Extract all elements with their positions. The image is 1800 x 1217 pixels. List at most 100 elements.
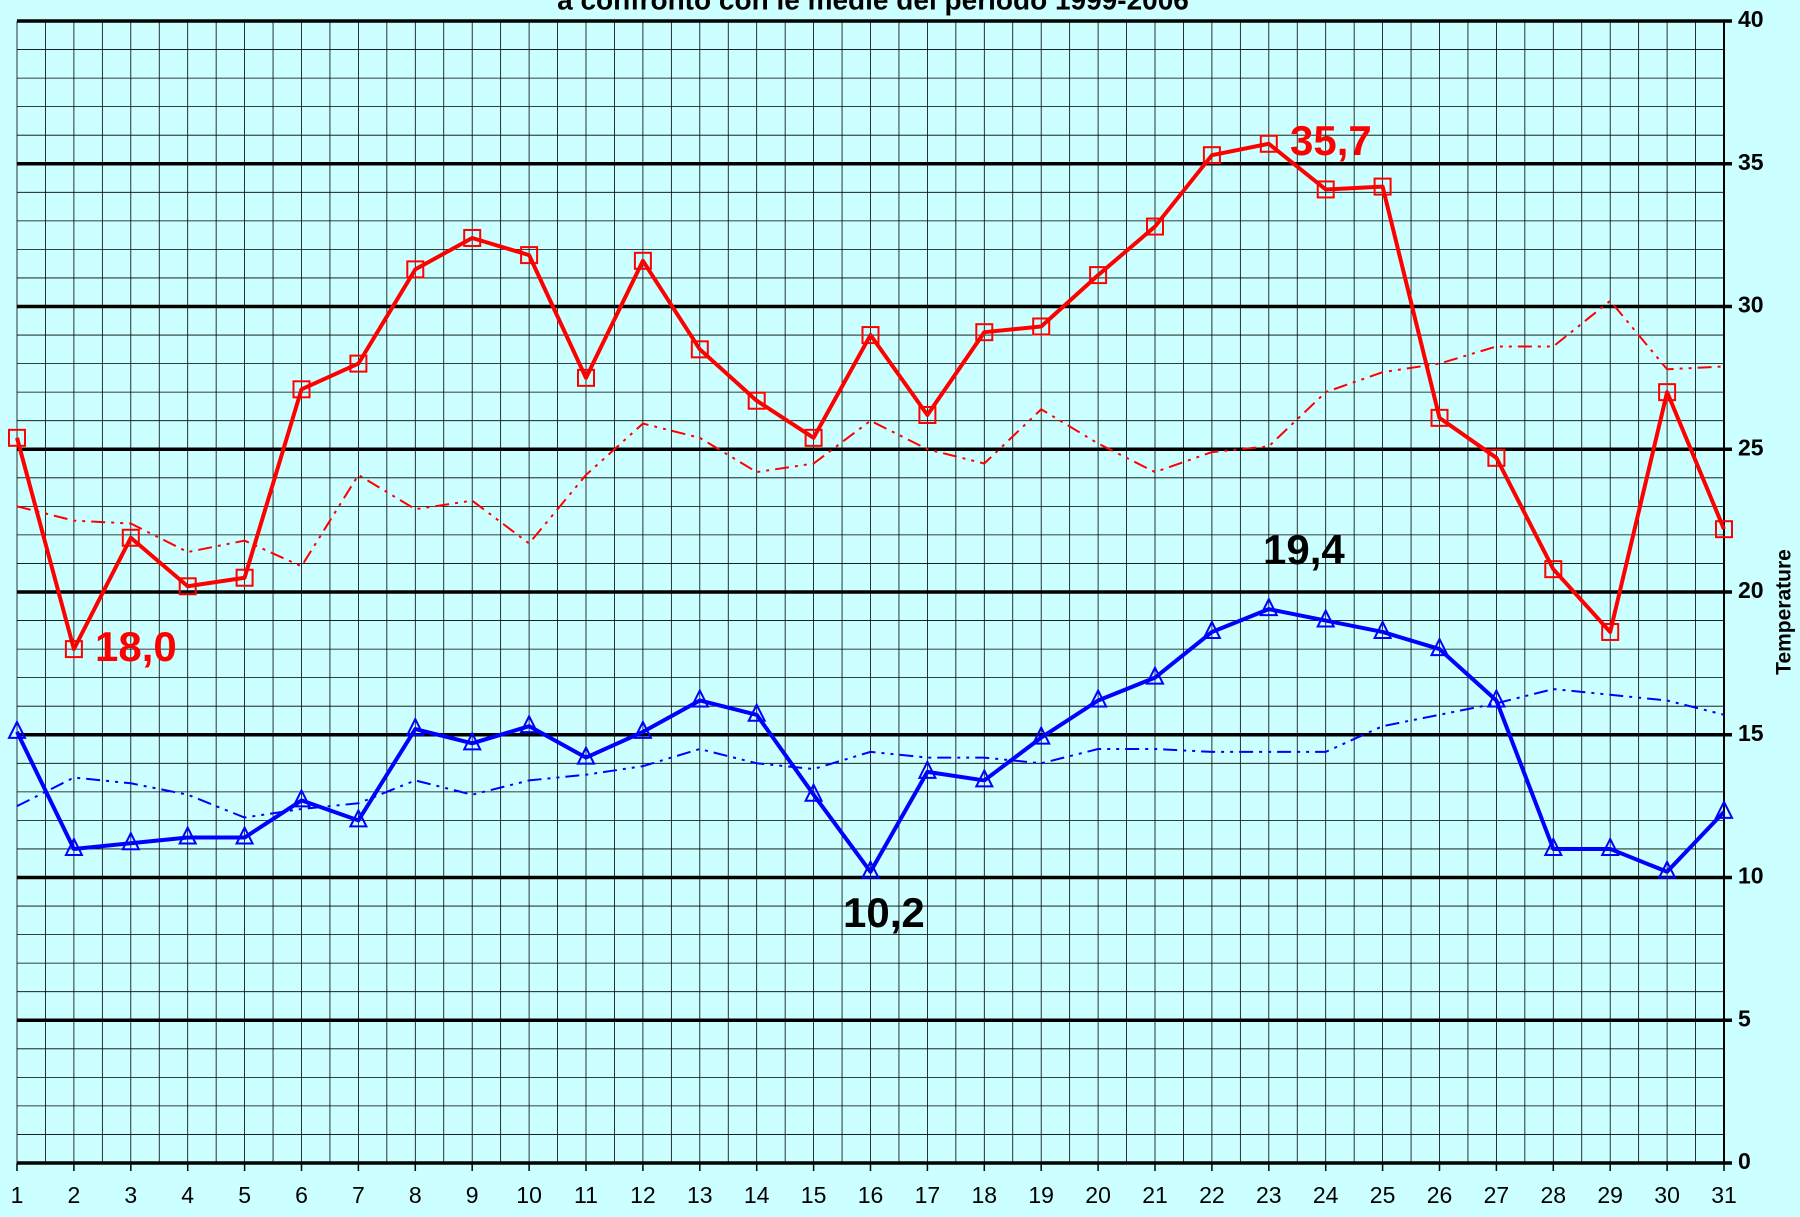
marker [1202, 619, 1222, 639]
x-tick-label: 12 [630, 1182, 656, 1208]
annotation: 10,2 [843, 889, 925, 936]
marker [178, 825, 198, 845]
x-tick-label: 19 [1028, 1182, 1054, 1208]
marker [1601, 622, 1620, 641]
x-tick-label: 28 [1541, 1182, 1567, 1208]
marker [860, 859, 881, 879]
x-tick-label: 31 [1711, 1182, 1737, 1208]
marker [405, 716, 425, 737]
marker [64, 640, 83, 659]
marker [520, 246, 539, 265]
annotation: 18,0 [95, 623, 177, 670]
series-line [15, 141, 1726, 652]
marker [1373, 177, 1392, 196]
x-tick-label: 29 [1597, 1182, 1623, 1208]
marker [1658, 383, 1677, 402]
marker [577, 368, 595, 387]
x-tick-label: 17 [915, 1182, 941, 1208]
marker [234, 825, 255, 845]
marker [406, 260, 425, 279]
x-tick-label: 27 [1484, 1182, 1510, 1208]
marker [1543, 836, 1563, 856]
y-tick-label: 40 [1738, 6, 1764, 32]
x-tick-label: 30 [1654, 1182, 1680, 1208]
y-tick-label: 30 [1738, 292, 1764, 318]
x-tick-label: 10 [516, 1182, 542, 1208]
marker [576, 745, 596, 765]
x-tick-label: 9 [466, 1182, 479, 1208]
marker [1259, 134, 1278, 153]
marker [1544, 560, 1563, 579]
chart-title: a confronto con le medie del periodo 199… [557, 0, 1189, 15]
marker [1089, 266, 1108, 285]
y-tick-label: 20 [1738, 577, 1764, 603]
marker [121, 831, 141, 851]
x-tick-label: 1 [11, 1182, 24, 1208]
x-tick-label: 5 [238, 1182, 251, 1208]
marker [1032, 317, 1051, 336]
marker [974, 768, 994, 788]
marker [1259, 596, 1279, 617]
x-tick-label: 13 [687, 1182, 713, 1208]
x-tick-label: 24 [1313, 1182, 1339, 1208]
x-tick-label: 14 [744, 1182, 770, 1208]
x-tick-label: 15 [801, 1182, 827, 1208]
marker [1715, 520, 1733, 539]
marker [1486, 688, 1507, 708]
x-tick-label: 25 [1370, 1182, 1396, 1208]
marker [8, 428, 26, 447]
marker [291, 788, 312, 808]
marker [975, 323, 994, 342]
marker [348, 808, 369, 828]
marker [918, 405, 937, 424]
marker [235, 568, 254, 587]
x-tick-label: 20 [1085, 1182, 1111, 1208]
x-tick-label: 4 [181, 1182, 194, 1208]
marker [178, 577, 197, 596]
series-line [15, 607, 1726, 874]
marker [803, 782, 824, 802]
marker [861, 326, 880, 345]
marker [1372, 619, 1393, 639]
marker [463, 228, 482, 247]
x-tick-label: 2 [68, 1182, 81, 1208]
marker [121, 528, 140, 547]
marker [1146, 217, 1164, 236]
x-tick-label: 11 [574, 1182, 598, 1208]
series-line [16, 688, 1725, 819]
marker [64, 836, 84, 856]
y-tick-label: 5 [1738, 1005, 1751, 1031]
marker [1714, 799, 1734, 819]
y-tick-label: 35 [1738, 149, 1764, 175]
annotation: 35,7 [1290, 117, 1372, 164]
x-tick-label: 16 [858, 1182, 884, 1208]
y-tick-label: 15 [1738, 720, 1764, 746]
marker [1430, 408, 1449, 427]
marker [690, 688, 710, 708]
marker [690, 340, 709, 359]
marker [349, 354, 368, 373]
marker [1316, 180, 1335, 199]
marker [519, 713, 539, 734]
y-tick-label: 10 [1738, 863, 1764, 889]
marker [747, 702, 767, 722]
y-axis-label: Temperature [1773, 549, 1796, 675]
marker [633, 251, 652, 270]
marker [1429, 636, 1450, 657]
x-tick-label: 7 [352, 1182, 365, 1208]
marker [1657, 859, 1677, 879]
x-tick-label: 18 [972, 1182, 998, 1208]
y-tick-label: 0 [1738, 1148, 1751, 1174]
marker [462, 731, 482, 751]
x-tick-label: 22 [1199, 1182, 1225, 1208]
x-tick-label: 6 [295, 1182, 308, 1208]
marker [1088, 688, 1108, 708]
marker [1031, 725, 1051, 745]
x-tick-label: 26 [1427, 1182, 1453, 1208]
annotation: 19,4 [1263, 526, 1345, 573]
marker [292, 380, 311, 399]
marker [747, 391, 766, 410]
marker [804, 428, 823, 447]
x-tick-label: 21 [1142, 1182, 1168, 1208]
